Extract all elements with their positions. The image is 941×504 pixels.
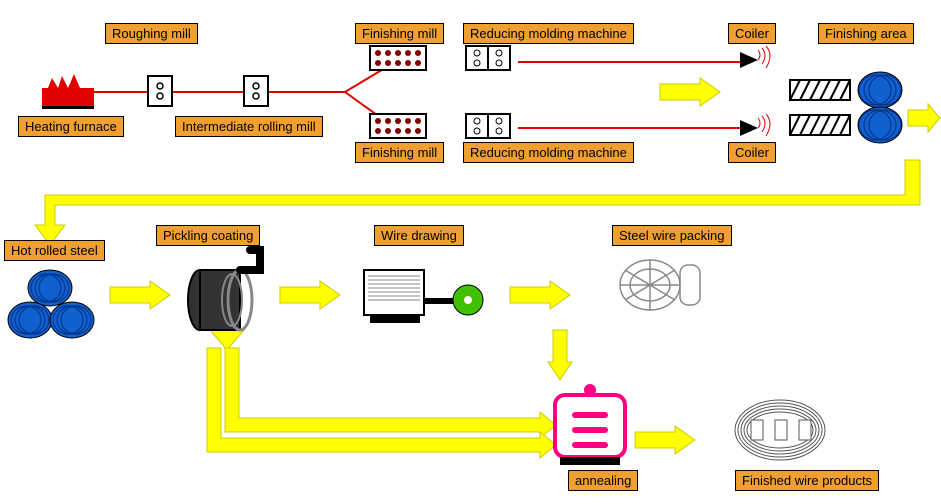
finished-wire-icon xyxy=(735,400,825,460)
hot-rolled-coils xyxy=(8,270,94,338)
label-coiler-bottom: Coiler xyxy=(728,142,776,163)
reducing-top-icon xyxy=(466,46,510,70)
label-finishing-mill-bottom: Finishing mill xyxy=(355,142,444,163)
finishing-coil-top xyxy=(858,72,902,108)
label-coiler-top: Coiler xyxy=(728,23,776,44)
intermediate-mill-icon xyxy=(244,76,268,106)
label-pickling-coating: Pickling coating xyxy=(156,225,260,246)
label-reducing-top: Reducing molding machine xyxy=(463,23,634,44)
roughing-mill-icon xyxy=(148,76,172,106)
steel-wire-packing-icon xyxy=(620,260,700,310)
label-annealing: annealing xyxy=(568,470,638,491)
label-heating-furnace: Heating furnace xyxy=(18,116,124,137)
finishing-rack-top xyxy=(790,80,850,100)
label-finishing-mill-top: Finishing mill xyxy=(355,23,444,44)
finishing-rack-bottom xyxy=(790,115,850,135)
label-hot-rolled-steel: Hot rolled steel xyxy=(4,240,105,261)
loop-arrow-2 xyxy=(207,348,556,458)
label-reducing-bottom: Reducing molding machine xyxy=(463,142,634,163)
wire-drawing-icon xyxy=(364,270,483,323)
label-finishing-area: Finishing area xyxy=(818,23,914,44)
elbow-arrow-2 xyxy=(548,330,572,380)
annealing-icon xyxy=(555,384,625,465)
finishing-coil-bottom xyxy=(858,107,902,143)
finishing-mill-bottom-icon xyxy=(370,114,426,138)
process-diagram: Heating furnace Roughing mill Intermedia… xyxy=(0,0,941,504)
label-intermediate-mill: Intermediate rolling mill xyxy=(175,116,323,137)
heating-furnace-icon xyxy=(42,74,94,109)
label-wire-drawing: Wire drawing xyxy=(374,225,464,246)
label-finished-wire: Finished wire products xyxy=(735,470,879,491)
finishing-mill-top-icon xyxy=(370,46,426,70)
loop-arrow-1 xyxy=(210,317,556,438)
label-roughing-mill: Roughing mill xyxy=(105,23,198,44)
reducing-bottom-icon xyxy=(466,114,510,138)
pickling-coating-icon xyxy=(188,250,260,330)
coiler-top-icon xyxy=(740,46,770,68)
label-steel-wire-packing: Steel wire packing xyxy=(612,225,732,246)
coiler-bottom-icon xyxy=(740,114,770,136)
